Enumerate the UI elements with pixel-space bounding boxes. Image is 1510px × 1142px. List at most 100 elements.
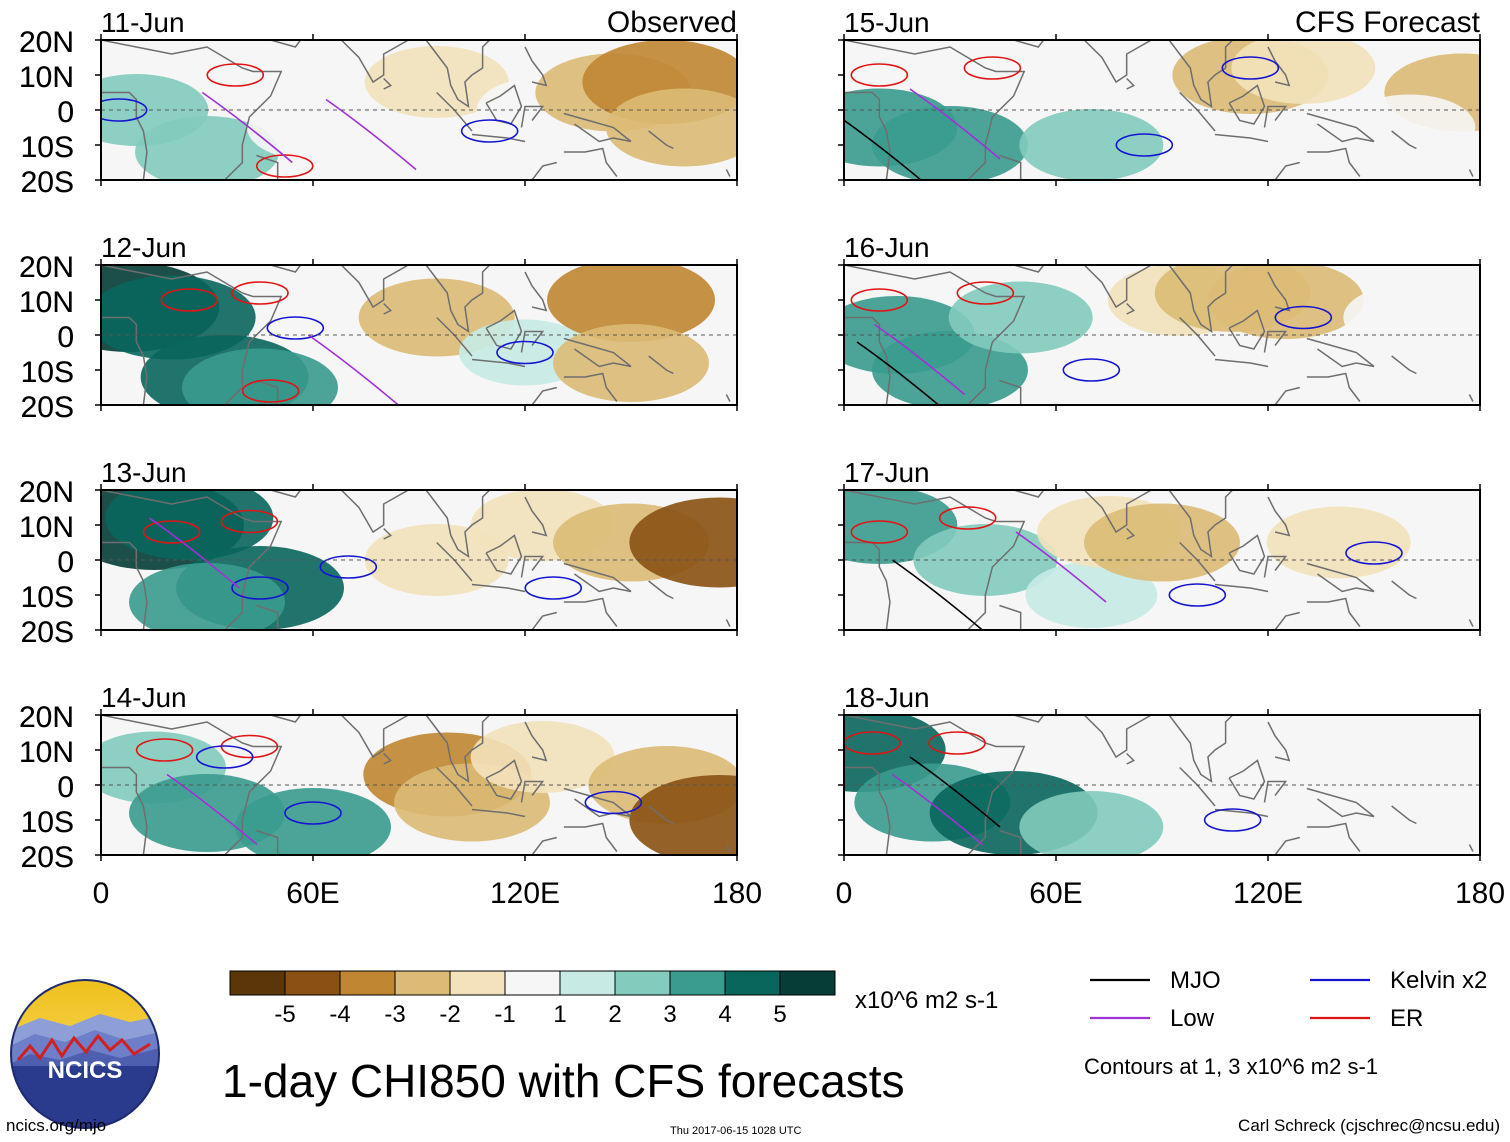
y-tick-label: 0: [57, 546, 74, 579]
anomaly-region: [629, 497, 737, 588]
colorbar-label: -3: [384, 1001, 405, 1028]
contour-kelvin: [1345, 541, 1403, 565]
coastline: [1391, 580, 1417, 600]
coastline: [340, 265, 409, 309]
anomaly-region: [1019, 791, 1164, 855]
y-tick-label: 20N: [19, 26, 74, 59]
anomaly-region: [182, 348, 338, 405]
coastline: [425, 40, 491, 109]
coastline: [1306, 787, 1375, 818]
y-tick-label: 10N: [19, 286, 74, 319]
colorbar-swatch: [449, 970, 506, 996]
coastline: [256, 604, 279, 630]
y-tick-label: 20N: [19, 251, 74, 284]
y-tick-label: 20N: [19, 26, 74, 59]
coastline: [725, 169, 731, 177]
y-tick-label: 20N: [19, 476, 74, 509]
contour-low: [201, 91, 293, 164]
coastline: [844, 766, 891, 855]
contour-kelvin: [1221, 56, 1280, 80]
coastline: [648, 805, 674, 825]
anomaly-region: [1096, 715, 1228, 776]
column-title: CFS Forecast: [1295, 6, 1481, 39]
colorbar-units: x10^6 m2 s-1: [855, 987, 998, 1014]
legend-label: Low: [1170, 1005, 1215, 1032]
coastline: [1306, 597, 1361, 627]
y-tick-label: 0: [57, 96, 74, 129]
contour-er: [963, 56, 1022, 80]
coastline: [1083, 40, 1152, 84]
contour-kelvin: [231, 576, 289, 600]
contour-low: [148, 517, 240, 589]
coastline: [101, 541, 148, 630]
coastline: [1214, 808, 1269, 818]
coastline: [1263, 105, 1288, 128]
coastline: [725, 619, 731, 627]
colorbar-swatch: [779, 970, 836, 996]
y-tick-label: 20S: [21, 391, 74, 424]
anomaly-region: [247, 94, 379, 161]
contour-er: [160, 288, 219, 312]
coastline: [1013, 40, 1045, 48]
colorbar-swatch: [559, 970, 616, 996]
legend-label: ER: [1390, 1005, 1423, 1032]
y-tick-label: 10N: [19, 286, 74, 319]
coastline: [101, 490, 283, 630]
coastline: [563, 822, 618, 852]
coastline: [383, 302, 393, 315]
coastline: [999, 154, 1022, 180]
y-tick-label: 20S: [21, 616, 74, 649]
contour-kelvin: [266, 316, 325, 340]
coastline: [524, 496, 548, 537]
coastline: [1306, 562, 1375, 593]
anomaly-region: [1343, 94, 1476, 161]
contour-er: [956, 281, 1015, 305]
colorbar-label: 2: [608, 1001, 621, 1028]
contour-er: [220, 509, 279, 534]
coastline: [340, 40, 409, 84]
anomaly-region: [1266, 506, 1411, 579]
coastline: [471, 358, 526, 368]
y-tick-label: 0: [57, 546, 74, 579]
colorbar-label: 3: [663, 1001, 676, 1028]
coastline: [256, 154, 279, 180]
y-tick-label: 20S: [21, 166, 74, 199]
x-tick-label: 120E: [490, 877, 560, 910]
y-tick-label: 0: [57, 96, 74, 129]
coastline: [270, 490, 302, 498]
coastline: [340, 490, 409, 534]
colorbar-swatch: [504, 970, 561, 996]
contour-low: [891, 773, 983, 846]
colorbar-label: -4: [329, 1001, 350, 1028]
contour-kelvin: [195, 745, 254, 769]
coastline: [844, 91, 891, 180]
coastline: [648, 580, 674, 600]
y-tick-label: 10S: [21, 806, 74, 839]
coastline: [1306, 372, 1361, 402]
coastline: [725, 844, 731, 852]
coastline: [1267, 496, 1291, 537]
contour-legend: MJO Kelvin x2 Low ER: [1090, 967, 1487, 1032]
coastline: [844, 715, 1026, 855]
y-tick-label: 20N: [19, 251, 74, 284]
contour-low: [1015, 531, 1107, 603]
panel-date: 18-Jun: [844, 682, 930, 713]
coastline: [1263, 780, 1288, 803]
panel-date: 14-Jun: [101, 682, 187, 713]
coastline: [999, 604, 1022, 630]
coastline: [648, 355, 674, 375]
y-tick-label: 10S: [21, 581, 74, 614]
coastline: [1306, 112, 1375, 143]
coastline: [1306, 337, 1375, 368]
coastline: [999, 379, 1022, 405]
coastline: [383, 77, 393, 90]
coastline: [485, 534, 523, 575]
contour-kelvin: [524, 576, 583, 600]
anomaly-region: [948, 281, 1093, 354]
coastline: [1083, 265, 1152, 309]
